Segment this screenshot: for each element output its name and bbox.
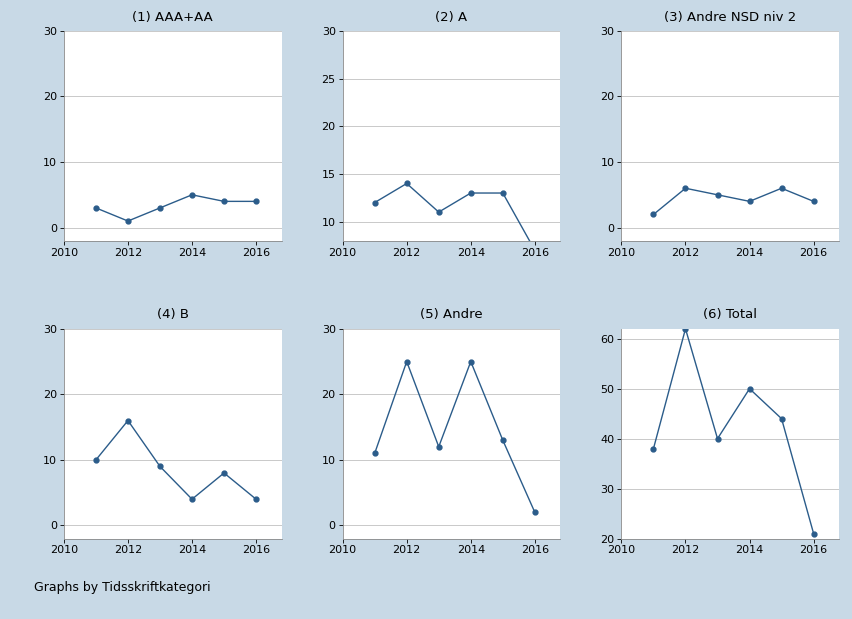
Text: (2) A: (2) A xyxy=(435,11,468,24)
Text: (3) Andre NSD niv 2: (3) Andre NSD niv 2 xyxy=(665,11,797,24)
Text: (4) B: (4) B xyxy=(157,309,189,322)
Text: (3) Andre NSD niv 2: (3) Andre NSD niv 2 xyxy=(665,11,797,24)
Text: Graphs by Tidsskriftkategori: Graphs by Tidsskriftkategori xyxy=(34,581,210,594)
Text: (1) AAA+AA: (1) AAA+AA xyxy=(132,11,213,24)
Text: (4) B: (4) B xyxy=(157,308,189,321)
Text: (6) Total: (6) Total xyxy=(704,309,757,322)
Text: (5) Andre: (5) Andre xyxy=(420,308,483,321)
Text: (6) Total: (6) Total xyxy=(704,308,757,321)
Text: (5) Andre: (5) Andre xyxy=(420,309,483,322)
Text: (2) A: (2) A xyxy=(435,11,468,24)
Text: (1) AAA+AA: (1) AAA+AA xyxy=(132,11,213,24)
